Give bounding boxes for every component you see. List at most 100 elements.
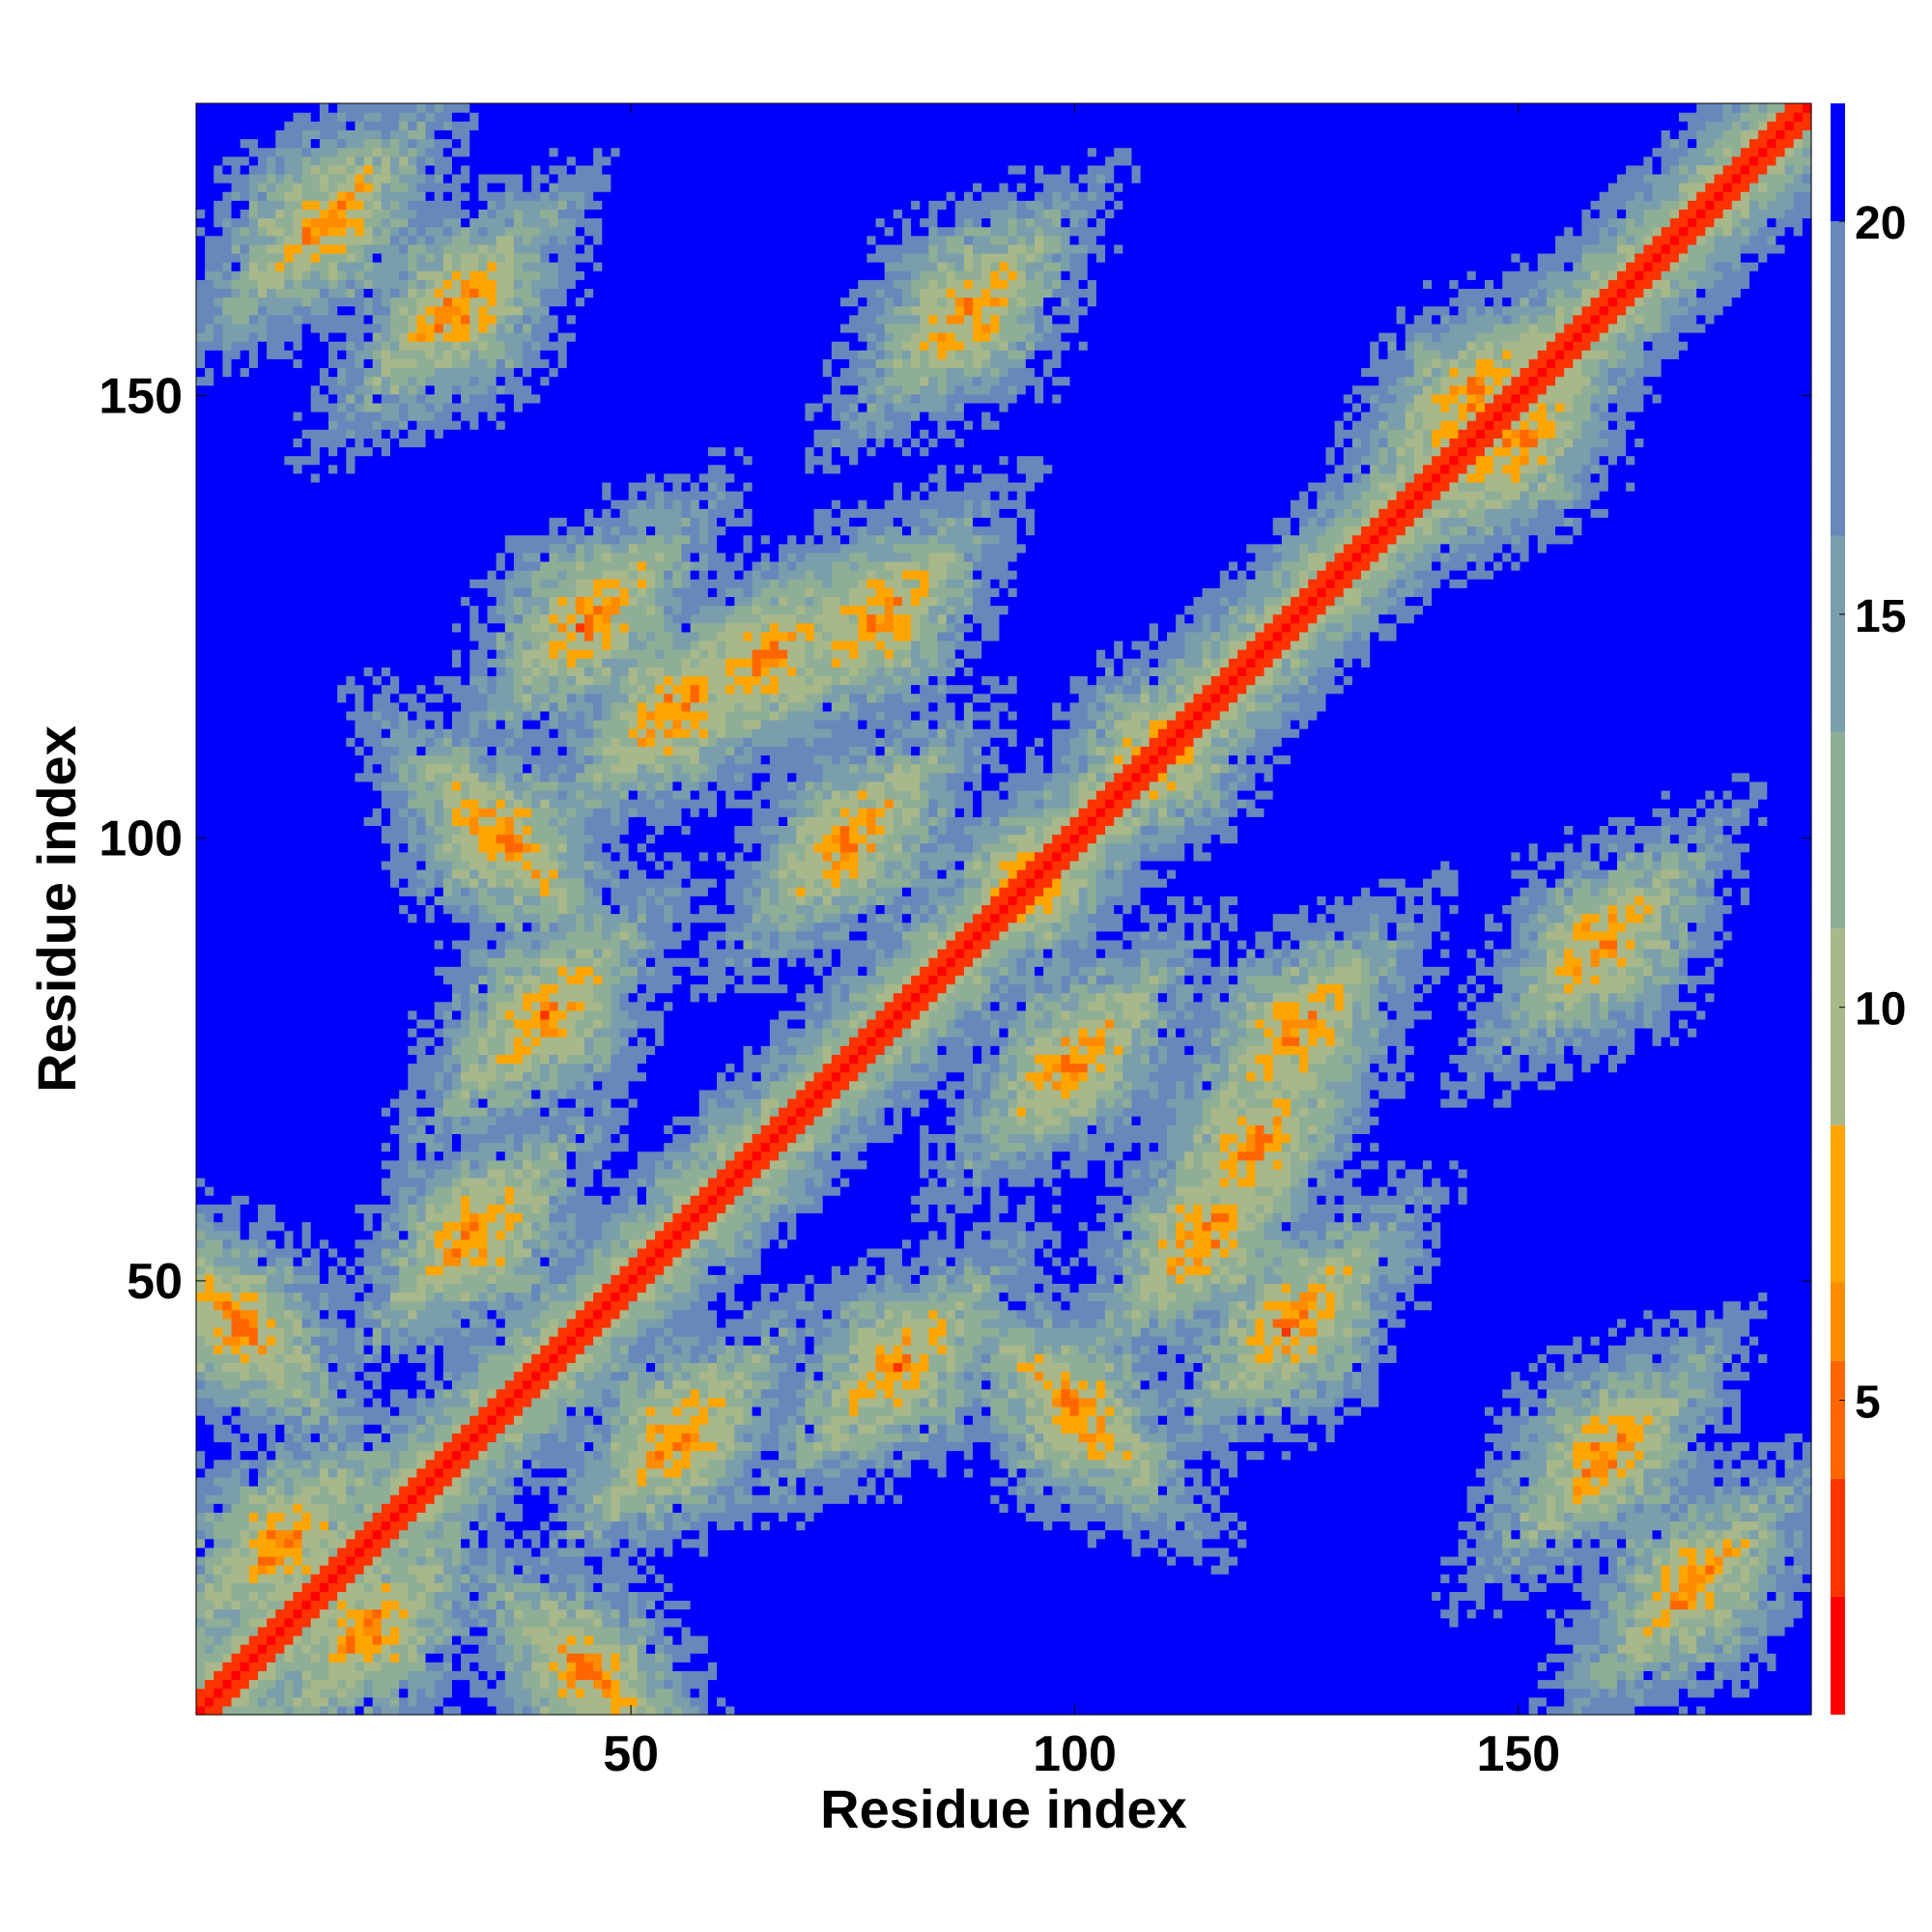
- heatmap-cell: [249, 1116, 259, 1125]
- heatmap-cell: [346, 904, 355, 914]
- heatmap-cell: [337, 385, 347, 395]
- heatmap-cell: [222, 377, 232, 386]
- heatmap-cell: [311, 446, 321, 456]
- heatmap-cell: [408, 385, 417, 395]
- heatmap-cell: [416, 1301, 426, 1311]
- heatmap-cell: [320, 1292, 329, 1301]
- heatmap-cell: [320, 1389, 329, 1399]
- heatmap-cell: [364, 200, 374, 210]
- heatmap-cell: [364, 1319, 374, 1328]
- heatmap-cell: [302, 473, 312, 483]
- heatmap-cell: [373, 561, 383, 571]
- heatmap-cell: [232, 966, 242, 976]
- heatmap-cell: [213, 640, 223, 650]
- heatmap-cell: [302, 1222, 312, 1232]
- heatmap-cell: [205, 1248, 214, 1258]
- heatmap-cell: [284, 983, 294, 993]
- heatmap-cell: [373, 1081, 383, 1091]
- heatmap-cell: [275, 200, 285, 210]
- heatmap-cell: [373, 904, 383, 914]
- heatmap-cell: [232, 1424, 242, 1434]
- heatmap-cell: [258, 579, 268, 588]
- heatmap-cell: [337, 957, 347, 967]
- heatmap-cell: [213, 499, 223, 509]
- heatmap-cell: [435, 1644, 444, 1654]
- heatmap-cell: [311, 1477, 321, 1487]
- heatmap-cell: [346, 694, 355, 703]
- heatmap-cell: [426, 993, 436, 1003]
- heatmap-cell: [328, 482, 338, 492]
- heatmap-cell: [267, 298, 276, 307]
- heatmap-cell: [328, 499, 338, 509]
- heatmap-cell: [213, 1107, 223, 1117]
- heatmap-cell: [249, 1151, 259, 1161]
- heatmap-cell: [294, 1582, 303, 1592]
- heatmap-cell: [416, 1186, 426, 1196]
- heatmap-cell: [355, 966, 364, 976]
- heatmap-cell: [213, 1212, 223, 1222]
- heatmap-cell: [232, 446, 242, 456]
- heatmap-cell: [390, 121, 400, 130]
- heatmap-cell: [328, 887, 338, 896]
- heatmap-cell: [355, 553, 364, 562]
- heatmap-cell: [390, 420, 400, 430]
- heatmap-cell: [222, 632, 232, 641]
- heatmap-cell: [426, 1609, 436, 1619]
- heatmap-cell: [258, 1662, 268, 1671]
- heatmap-cell: [355, 1468, 364, 1478]
- heatmap-cell: [399, 737, 409, 747]
- heatmap-cell: [382, 1468, 391, 1478]
- heatmap-cell: [275, 1486, 285, 1495]
- heatmap-cell: [328, 835, 338, 844]
- heatmap-cell: [232, 262, 242, 271]
- heatmap-cell: [258, 1283, 268, 1293]
- heatmap-cell: [302, 1653, 312, 1662]
- heatmap-cell: [328, 1231, 338, 1240]
- heatmap-cell: [337, 1530, 347, 1540]
- heatmap-cell: [373, 1310, 383, 1320]
- heatmap-cell: [382, 508, 391, 518]
- heatmap-cell: [222, 1530, 232, 1540]
- heatmap-cell: [373, 1212, 383, 1222]
- heatmap-cell: [390, 1265, 400, 1275]
- heatmap-cell: [328, 1301, 338, 1311]
- heatmap-cell: [302, 1151, 312, 1161]
- heatmap-cell: [416, 1441, 426, 1451]
- heatmap-cell: [390, 1353, 400, 1363]
- heatmap-cell: [390, 675, 400, 685]
- heatmap-cell: [337, 279, 347, 289]
- heatmap-cell: [258, 253, 268, 263]
- heatmap-cell: [364, 129, 374, 139]
- heatmap-cell: [302, 1327, 312, 1337]
- heatmap-cell: [328, 358, 338, 368]
- heatmap-cell: [294, 746, 303, 755]
- heatmap-cell: [284, 1415, 294, 1425]
- heatmap-cell: [284, 1081, 294, 1091]
- heatmap-cell: [346, 1556, 355, 1566]
- heatmap-cell: [249, 1460, 259, 1469]
- heatmap-cell: [328, 949, 338, 958]
- heatmap-cell: [373, 306, 383, 316]
- heatmap-cell: [320, 499, 329, 509]
- heatmap-cell: [196, 746, 206, 755]
- heatmap-cell: [408, 1151, 417, 1161]
- heatmap-cell: [232, 675, 242, 685]
- heatmap-cell: [390, 138, 400, 148]
- heatmap-cell: [337, 217, 347, 227]
- heatmap-cell: [258, 561, 268, 571]
- heatmap-cell: [355, 473, 364, 483]
- heatmap-cell: [241, 358, 250, 368]
- heatmap-cell: [213, 1283, 223, 1293]
- heatmap-cell: [364, 1195, 374, 1205]
- heatmap-cell: [284, 632, 294, 641]
- heatmap-cell: [311, 403, 321, 412]
- heatmap-cell: [346, 1319, 355, 1328]
- heatmap-cell: [399, 1090, 409, 1099]
- heatmap-cell: [320, 385, 329, 395]
- heatmap-cell: [426, 720, 436, 729]
- heatmap-cell: [213, 244, 223, 254]
- heatmap-cell: [258, 694, 268, 703]
- heatmap-cell: [232, 1265, 242, 1275]
- heatmap-cell: [337, 1151, 347, 1161]
- heatmap-cell: [408, 350, 417, 359]
